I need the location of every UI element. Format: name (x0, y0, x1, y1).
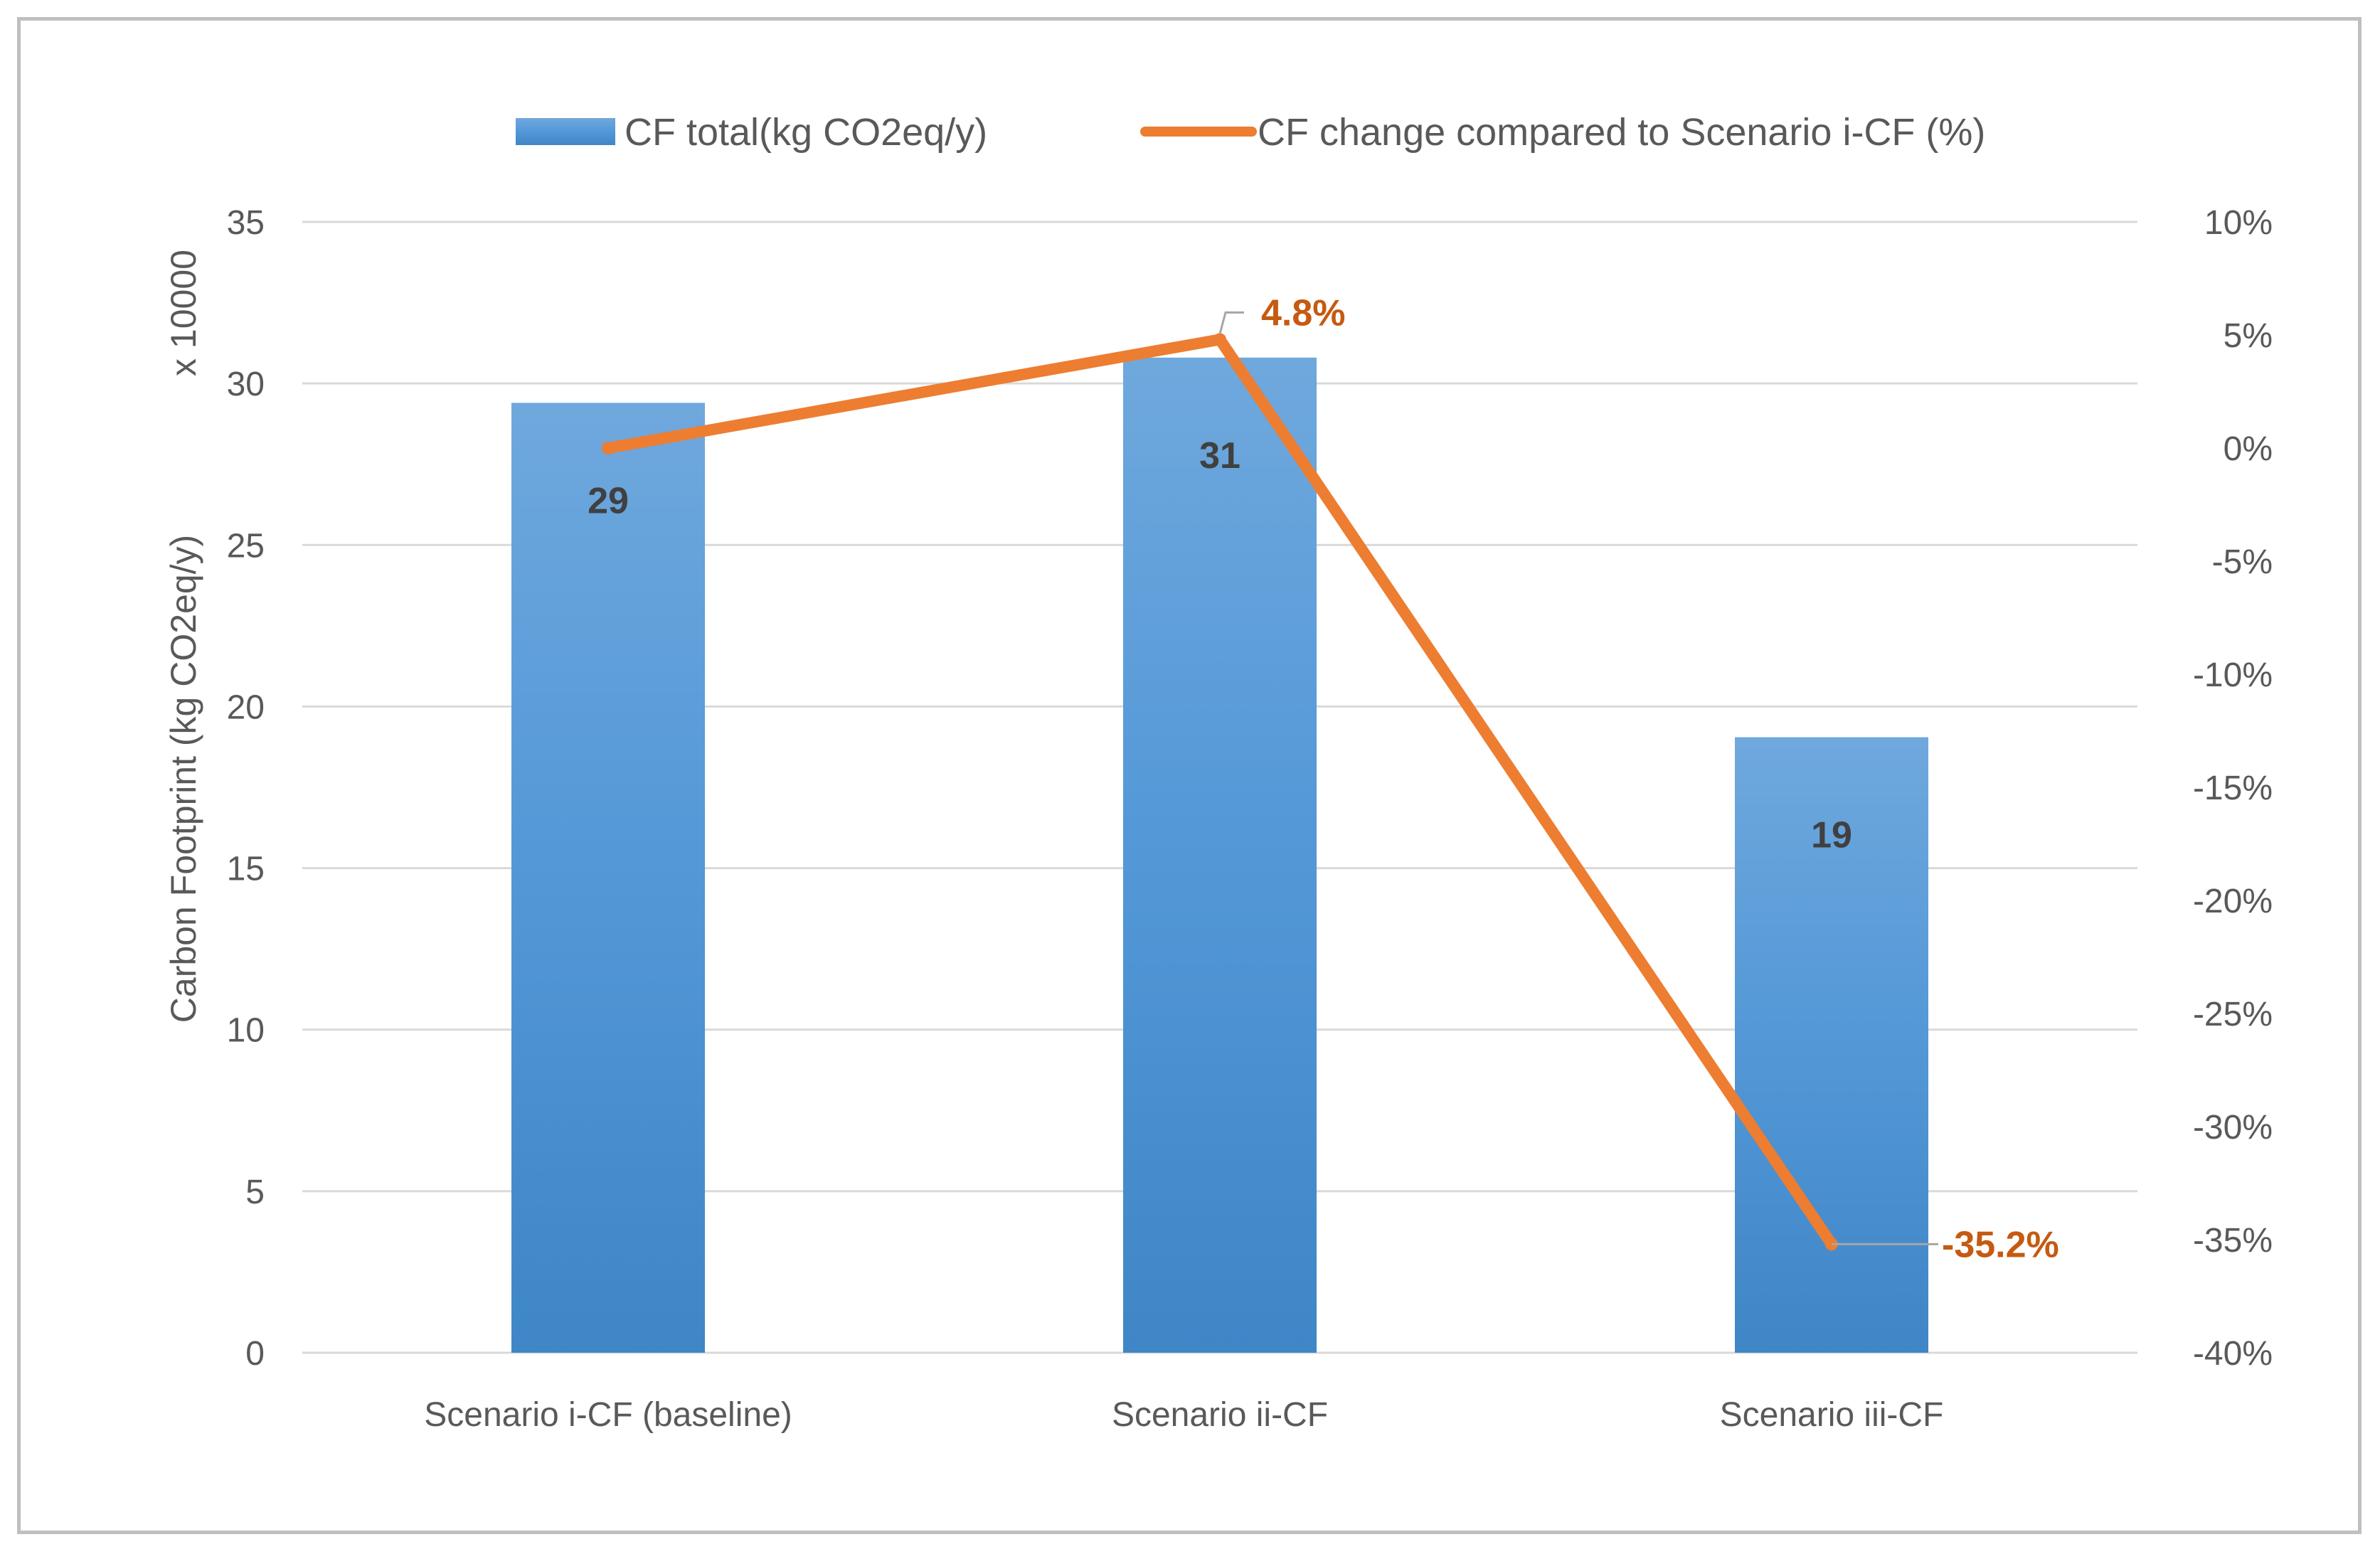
right-axis-ticks: -40% -35% -30% -25% -20% -15% -10% -5% 0% 5% 10% (2193, 204, 2273, 1373)
y2-tick-label: 5% (2224, 317, 2273, 355)
y2-tick-label: -30% (2193, 1109, 2273, 1146)
legend: CF total(kg CO2eq/y) CF change compared … (516, 111, 1985, 154)
y2-tick-label: -25% (2193, 996, 2273, 1033)
bar (511, 403, 705, 1353)
x-tick-label: Scenario ii-CF (1112, 1396, 1328, 1434)
y-tick-label: 20 (227, 688, 265, 726)
x-tick-label: Scenario iii-CF (1720, 1396, 1944, 1434)
category-axis-ticks: Scenario i-CF (baseline) Scenario ii-CF Sc… (424, 1396, 1943, 1434)
y-tick-label: 0 (245, 1335, 265, 1373)
legend-bar-label: CF total(kg CO2eq/y) (625, 111, 987, 154)
bar-data-label: 19 (1811, 815, 1852, 856)
line-data-label: 4.8% (1261, 292, 1346, 334)
line-point (1213, 333, 1226, 346)
y-tick-label: 30 (227, 366, 265, 403)
y2-tick-label: -40% (2193, 1335, 2273, 1373)
left-axis-ticks: 0 5 10 15 20 25 30 35 (227, 204, 265, 1373)
y-axis-title: Carbon Footprint (kg CO2eq/y) (164, 535, 203, 1023)
bar-data-label: 31 (1199, 435, 1241, 477)
x-tick-label: Scenario i-CF (baseline) (424, 1396, 792, 1434)
legend-bar-swatch (516, 118, 615, 145)
y-tick-label: 10 (227, 1012, 265, 1050)
bar-series (511, 357, 1928, 1353)
bar-data-label: 29 (588, 480, 629, 521)
y2-tick-label: 10% (2204, 204, 2273, 242)
y2-tick-label: 0% (2224, 430, 2273, 468)
y2-tick-label: -15% (2193, 770, 2273, 807)
y2-tick-label: -5% (2212, 543, 2273, 581)
y2-tick-label: -10% (2193, 656, 2273, 694)
leader-line (1218, 311, 1244, 334)
line-series (602, 333, 1838, 1251)
y2-tick-label: -20% (2193, 883, 2273, 920)
legend-line-label: CF change compared to Scenario i-CF (%) (1258, 111, 1985, 154)
bar (1123, 357, 1317, 1353)
y-axis-multiplier: x 10000 (164, 250, 203, 376)
line-point (602, 442, 615, 454)
y-tick-label: 35 (227, 204, 265, 242)
data-labels: 29 31 19 4.8% -35.2% (588, 292, 2059, 1265)
y2-tick-label: -35% (2193, 1222, 2273, 1260)
y-tick-label: 25 (227, 527, 265, 565)
y-tick-label: 15 (227, 851, 265, 888)
line-data-label: -35.2% (1942, 1224, 2059, 1265)
y-tick-label: 5 (245, 1174, 265, 1211)
